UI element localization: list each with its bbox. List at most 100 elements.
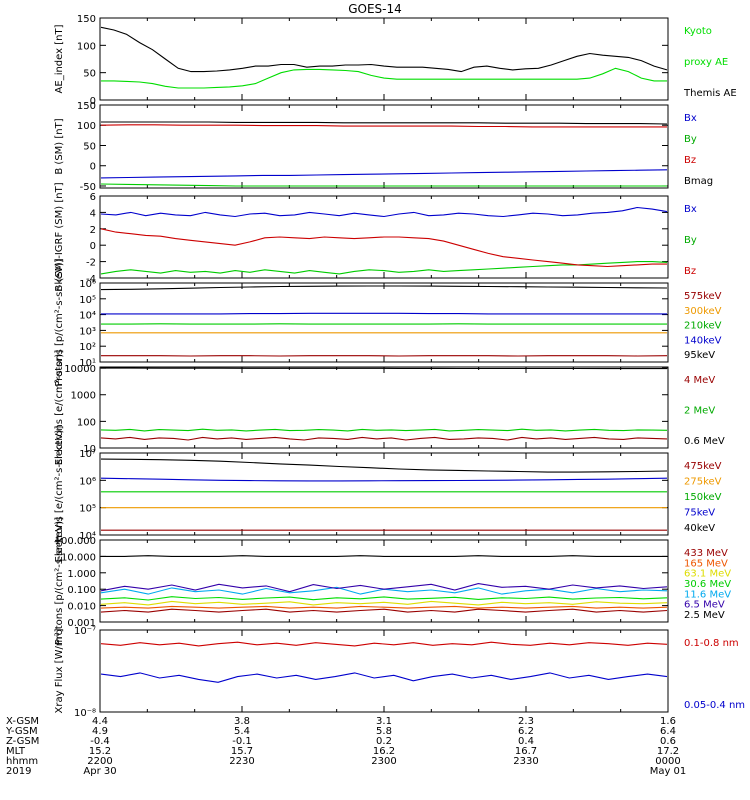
protons_mev-series-433-mev <box>100 608 668 613</box>
electrons_kev-y-tick-label: 10⁵ <box>79 504 96 515</box>
orbit-row-label: Z-GSM <box>6 736 39 747</box>
bigrf-series-by <box>100 261 668 275</box>
xray-legend-0-05-0-4-nm: 0.05-0.4 nm <box>684 700 745 711</box>
bsm-y-tick-label: 100 <box>77 121 96 132</box>
bsm-legend-by: By <box>684 134 697 145</box>
orbit-row-label: 2019 <box>6 766 31 777</box>
orbit-table-cell: 16.2 <box>373 746 395 757</box>
bigrf-legend-bx: Bx <box>684 204 697 215</box>
protons_mag-y-tick-label: 10⁵ <box>79 295 96 306</box>
protons_mag-y-tick-label: 10³ <box>79 326 96 337</box>
protons_mev-legend-11-6-mev: 11.6 MeV <box>684 589 731 600</box>
ae-legend-proxy-ae: proxy AE <box>684 57 728 68</box>
bsm-series-bmag <box>101 121 668 125</box>
protons_mag-legend-95kev: 95keV <box>684 350 715 361</box>
bsm-panel-frame <box>99 104 669 189</box>
orbit-table-cell: 0.2 <box>376 736 392 747</box>
bsm-legend-bx: Bx <box>684 113 697 124</box>
electrons_kev-legend-275kev: 275keV <box>684 477 722 488</box>
bsm-legend-bmag: Bmag <box>684 176 713 187</box>
protons_mev-y-tick-label: 100.000 <box>55 536 96 547</box>
orbit-table-cell: 0.6 <box>660 736 676 747</box>
protons_mag-legend-575kev: 575keV <box>684 291 722 302</box>
electrons_mev-y-tick-label: 100 <box>77 417 96 428</box>
electrons_mev-legend-4-mev: 4 MeV <box>684 375 715 386</box>
electrons_mev-series-2-mev <box>100 428 668 432</box>
xray-series-0-05-0-4-nm <box>100 672 668 683</box>
orbit-table-cell: May 01 <box>650 766 687 777</box>
orbit-table-cell: 5.4 <box>234 726 250 737</box>
orbit-table-cell: 0.4 <box>518 736 534 747</box>
bsm-series-by <box>100 183 667 187</box>
orbit-table-cell: 3.1 <box>376 716 392 727</box>
bigrf-y-tick-label: 4 <box>90 208 96 219</box>
orbit-table-cell: -0.4 <box>90 736 110 747</box>
protons_mev-y-tick-label: 1.000 <box>67 569 96 580</box>
protons_mev-series-165-mev <box>100 605 668 609</box>
bsm-y-tick-label: 0 <box>90 162 96 173</box>
ae-y-axis-label: AE_index [nT] <box>54 24 65 93</box>
electrons_mev-series-0-6-mev <box>101 367 667 370</box>
protons_mag-series-95kev <box>100 285 668 291</box>
protons_mev-legend-2-5-mev: 2.5 MeV <box>684 610 725 621</box>
protons_mag-panel-frame <box>99 282 669 363</box>
electrons_mev-y-tick-label: 1000 <box>71 391 96 402</box>
protons_mev-y-tick-label: 10.000 <box>61 552 96 563</box>
protons_mag-y-tick-label: 10¹ <box>79 358 96 369</box>
orbit-table-cell: 16.7 <box>515 746 537 757</box>
electrons_mev-y-axis-label: Electrons [e/(cm²-s-sr)] <box>54 350 65 466</box>
orbit-table-cell: 2.3 <box>518 716 534 727</box>
protons_mev-y-tick-label: 0.001 <box>67 618 96 629</box>
protons_mev-legend-165-mev: 165 MeV <box>684 558 728 569</box>
electrons_kev-legend-150kev: 150keV <box>684 492 722 503</box>
protons_mev-legend-63-1-mev: 63.1 MeV <box>684 569 731 580</box>
ae-legend-kyoto: Kyoto <box>684 26 712 37</box>
bsm-y-tick-label: 50 <box>83 141 96 152</box>
bsm-y-tick-label: -50 <box>80 182 96 193</box>
bsm-legend-bz: Bz <box>684 155 696 166</box>
bsm-series-bx <box>100 169 668 179</box>
electrons_mev-y-tick-label: 10 <box>83 444 96 455</box>
xray-panel-frame <box>99 629 669 713</box>
bigrf-y-tick-label: 2 <box>90 225 96 236</box>
protons_mag-y-axis-label: Protons [p/(cm²-s-sr-keV)] <box>54 258 65 386</box>
electrons_kev-legend-475kev: 475keV <box>684 461 722 472</box>
orbit-table-cell: 2330 <box>513 756 538 767</box>
bigrf-legend-bz: Bz <box>684 266 696 277</box>
xray-y-tick-label: 10⁻⁸ <box>74 708 96 719</box>
bsm-y-axis-label: B (SM) [nT] <box>54 118 65 174</box>
electrons_mev-y-tick-label: 10000 <box>64 364 96 375</box>
protons_mev-y-tick-label: 0.010 <box>67 602 96 613</box>
orbit-table-cell: 2230 <box>229 756 254 767</box>
electrons_kev-series-40kev <box>100 458 668 473</box>
protons_mev-y-axis-label: Protons [p/(cm²-s-sr-keV)] <box>54 517 65 645</box>
orbit-table-cell: 2300 <box>371 756 396 767</box>
orbit-table-cell: 5.8 <box>376 726 392 737</box>
orbit-table-cell: 4.4 <box>92 716 108 727</box>
bigrf-series-bx <box>100 206 668 218</box>
ae-series-themis-ae <box>100 26 668 73</box>
electrons_kev-legend-75kev: 75keV <box>684 508 715 519</box>
protons_mag-y-tick-label: 10⁴ <box>79 311 96 322</box>
orbit-row-label: MLT <box>6 746 26 757</box>
orbit-table-cell: 15.2 <box>89 746 111 757</box>
electrons_kev-panel-frame <box>99 452 669 536</box>
electrons_kev-y-tick-label: 10⁶ <box>79 476 96 487</box>
bigrf-y-tick-label: 0 <box>90 241 96 252</box>
protons_mev-legend-6-5-mev: 6.5 MeV <box>684 600 725 611</box>
orbit-row-label: hhmm <box>6 756 38 767</box>
electrons_mev-legend-0-6-mev: 0.6 MeV <box>684 436 725 447</box>
electrons_mev-legend-2-mev: 2 MeV <box>684 406 715 417</box>
electrons_kev-y-axis-label: Electrons [e/(cm²-s-sr-keV)] <box>54 425 65 562</box>
xray-series-0-1-0-8-nm <box>100 641 668 647</box>
orbit-table-cell: 3.8 <box>234 716 250 727</box>
bigrf-y-tick-label: 6 <box>90 192 96 203</box>
protons_mev-series-6-5-mev <box>100 583 668 593</box>
ae-y-tick-label: 100 <box>77 41 96 52</box>
xray-y-axis-label: Xray Flux [W/m²] <box>54 628 65 713</box>
bigrf-y-tick-label: -2 <box>86 258 96 269</box>
electrons_kev-y-tick-label: 10⁷ <box>79 449 96 460</box>
orbit-row-label: Y-GSM <box>5 726 38 737</box>
orbit-table-cell: 6.2 <box>518 726 534 737</box>
orbit-table-cell: 15.7 <box>231 746 253 757</box>
